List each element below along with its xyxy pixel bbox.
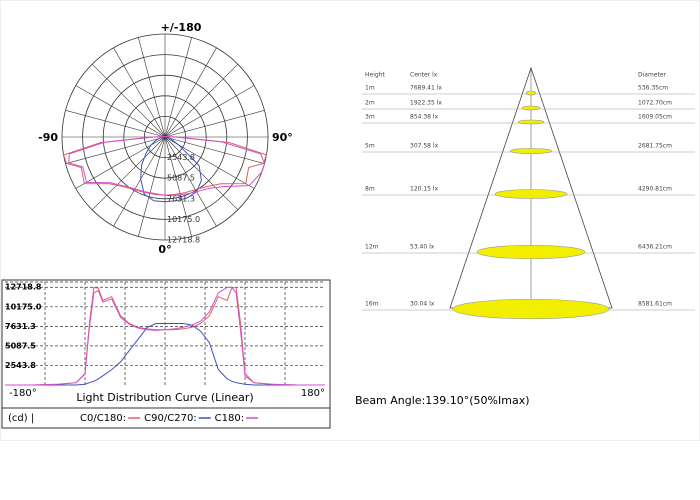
polar-spoke xyxy=(113,136,166,227)
legend-label: C0/C180: xyxy=(80,413,126,424)
y-tick-label: 2543.8 xyxy=(5,361,36,370)
angle-label: 90° xyxy=(272,131,293,144)
table-cell: 854.38 lx xyxy=(410,114,439,121)
light-spot xyxy=(521,105,541,111)
y-tick-label: 12718.8 xyxy=(5,283,42,292)
polar-spoke xyxy=(65,136,166,164)
table-cell: 7689.41 lx xyxy=(410,85,442,92)
polar-spoke xyxy=(164,110,265,138)
polar-spoke xyxy=(164,136,192,237)
light-spot xyxy=(509,148,553,154)
table-cell: 4290.81cm xyxy=(638,186,672,193)
polar-spoke xyxy=(138,37,166,138)
beam-angle: Beam Angle:139.10°(50%Imax) xyxy=(355,394,530,407)
polar-curve xyxy=(140,136,202,203)
table-cell: 8m xyxy=(365,186,375,193)
polar-spoke xyxy=(164,47,217,138)
table-header: Diameter xyxy=(638,72,667,79)
polar-spoke xyxy=(164,136,239,211)
radial-label: 7631.3 xyxy=(167,194,195,203)
y-tick-label: 5087.5 xyxy=(5,341,36,350)
polar-spoke xyxy=(91,136,166,211)
polar-spoke xyxy=(138,136,166,237)
table-cell: 8581.61cm xyxy=(638,301,672,308)
y-tick-label: 10175.0 xyxy=(5,302,42,311)
table-cell: 12m xyxy=(365,244,379,251)
table-header: Center lx xyxy=(410,72,438,79)
linear-frame xyxy=(1,279,331,429)
x-tick-label: 180° xyxy=(301,388,325,399)
angle-label: +/-180 xyxy=(161,21,202,34)
radial-label: 2543.8 xyxy=(167,153,195,162)
legend-label: C180: xyxy=(215,413,244,424)
light-spot xyxy=(452,298,610,320)
table-cell: 16m xyxy=(365,301,379,308)
table-cell: 1922.35 lx xyxy=(410,100,442,107)
polar-spoke xyxy=(164,136,265,164)
light-spot xyxy=(494,189,568,199)
angle-label: -90 xyxy=(38,131,58,144)
polar-spoke xyxy=(91,63,166,138)
table-cell: 6436.21cm xyxy=(638,244,672,251)
polar-spoke xyxy=(113,47,166,138)
radial-label: 10175.0 xyxy=(167,215,200,224)
polar-curve xyxy=(68,136,266,196)
table-cell: 1072.70cm xyxy=(638,100,672,107)
light-spot xyxy=(525,90,537,96)
table-cell: 53.40 lx xyxy=(410,244,435,251)
polar-spoke xyxy=(65,110,166,138)
table-cell: 2681.75cm xyxy=(638,143,672,150)
table-cell: 3m xyxy=(365,114,375,121)
polar-spoke xyxy=(164,37,192,138)
curve xyxy=(5,323,325,386)
table-cell: 536.35cm xyxy=(638,85,668,92)
legend-label: C90/C270: xyxy=(144,413,197,424)
radial-label: 5087.5 xyxy=(167,174,195,183)
polar-spoke xyxy=(75,85,166,138)
y-tick-label: 7631.3 xyxy=(5,322,36,331)
table-header: Height xyxy=(365,72,385,79)
polar-spoke xyxy=(164,85,255,138)
angle-label: 0° xyxy=(158,243,171,256)
polar-spoke xyxy=(164,136,217,227)
table-cell: 120.15 lx xyxy=(410,186,439,193)
curve xyxy=(5,286,325,386)
table-cell: 5m xyxy=(365,143,375,150)
table-cell: 2m xyxy=(365,100,375,107)
table-cell: 1m xyxy=(365,85,375,92)
light-spot xyxy=(476,244,586,260)
x-tick-label: -180° xyxy=(9,388,37,399)
light-spot xyxy=(517,119,545,125)
polar-spoke xyxy=(164,63,239,138)
table-cell: 307.58 lx xyxy=(410,143,439,150)
table-cell: 30.04 lx xyxy=(410,301,435,308)
unit: (cd) | xyxy=(8,413,34,424)
radial-label: 12718.8 xyxy=(167,236,200,245)
table-cell: 1609.05cm xyxy=(638,114,672,121)
linear-title: Light Distribution Curve (Linear) xyxy=(76,391,253,404)
